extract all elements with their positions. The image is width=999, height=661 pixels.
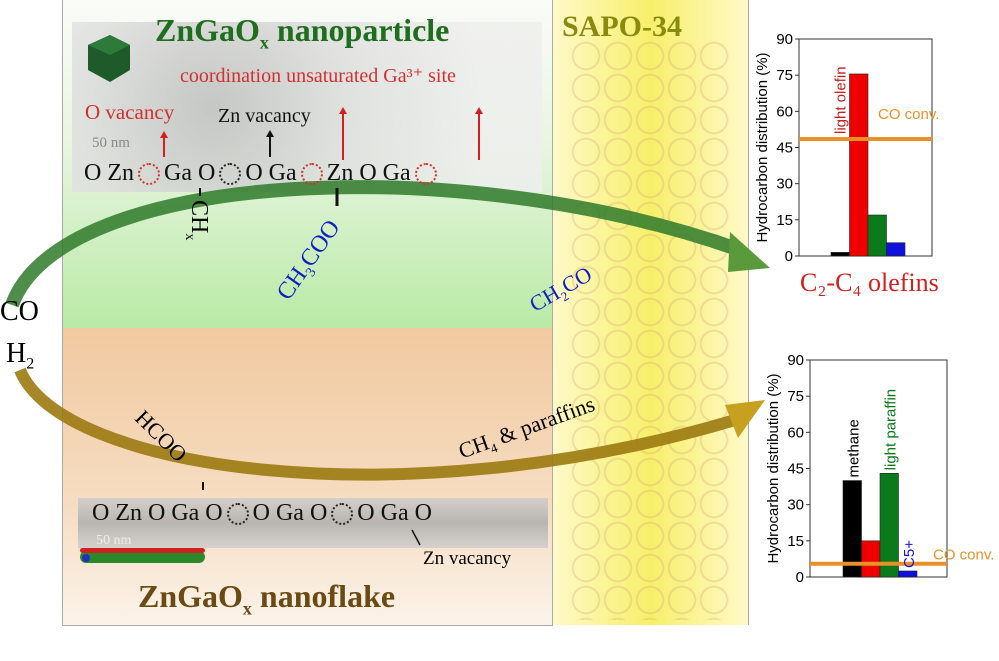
co-conversion-label: CO conv. [933,547,994,564]
nanoflake-model-icon [80,548,205,563]
y-tick-label: 15 [776,212,793,229]
y-tick-label: 60 [776,103,793,120]
o-vacancy-label: O vacancy [85,100,175,124]
ga-site-label: coordination unsaturated Ga³⁺ site [180,65,456,87]
scale-bar-top: 50 nm [92,135,130,151]
paraffin-pathway-arrow [14,367,737,481]
zn-vacancy-label-bottom: Zn vacancy [423,548,512,569]
paraffin-distribution-chart: 0 15 30 45 60 75 90 Hydrocarbon distribution (%… [765,352,994,586]
olefin-arrowhead [728,232,770,272]
y-axis-label: Hydrocarbon distribution (%) [765,373,782,563]
y-tick-label: 30 [787,497,804,514]
y-tick-label: 30 [776,176,793,193]
co-feed-label: CO [0,296,39,327]
chx-adsorbate: CHx [182,200,212,241]
olefin-distribution-chart: 0 15 30 45 60 75 90 Hydrocarbon distribution (%… [754,31,939,265]
y-tick-label: 75 [787,388,804,405]
y-tick-label: 75 [776,67,793,84]
sapo-34-column [552,0,749,625]
bar-light-olefin [849,73,869,257]
y-tick-label: 45 [787,461,804,478]
y-tick-label: 90 [787,352,804,369]
bar-label-methane: methane [846,419,863,477]
bar-label-c5-: C5+ [901,540,918,568]
tem-image-nanoflake [78,498,548,548]
bar-label-light-olefin: light olefin [833,66,850,134]
nanoparticle-title: ZnGaOx nanoparticle [155,12,450,53]
y-tick-label: 15 [787,533,804,550]
zn-vacancy-label-top: Zn vacancy [218,105,311,127]
bar-c5- [898,570,918,578]
nanoflake-title: ZnGaOx nanoflake [138,578,396,619]
scale-bar-bottom: 50 nm [96,533,132,548]
bar-c5- [886,242,906,257]
y-tick-label: 0 [785,248,793,265]
y-tick-label: 45 [776,140,793,157]
paraffin-arrowhead [725,400,765,438]
bar-label-light-paraffin: light paraffin [883,389,900,470]
olefins-caption: C₂-C₄ olefins [800,268,939,297]
bar-light-olefin [861,540,881,578]
bar-light-paraffin [867,214,887,257]
h2-feed-label: H2 [6,338,35,373]
bar-light-paraffin [879,473,899,578]
bar-methane [842,480,862,578]
sapo-34-label: SAPO-34 [562,10,682,43]
y-tick-label: 60 [787,424,804,441]
y-tick-label: 90 [776,31,793,48]
bar-methane [830,252,850,257]
nanoparticle-model-icon [88,35,130,82]
olefin-pathway-arrow [5,180,743,308]
co-conversion-label: CO conv. [878,106,939,123]
y-axis-label: Hydrocarbon distribution (%) [754,52,771,242]
y-tick-label: 0 [796,569,804,586]
zeolite-lattice [570,40,730,620]
